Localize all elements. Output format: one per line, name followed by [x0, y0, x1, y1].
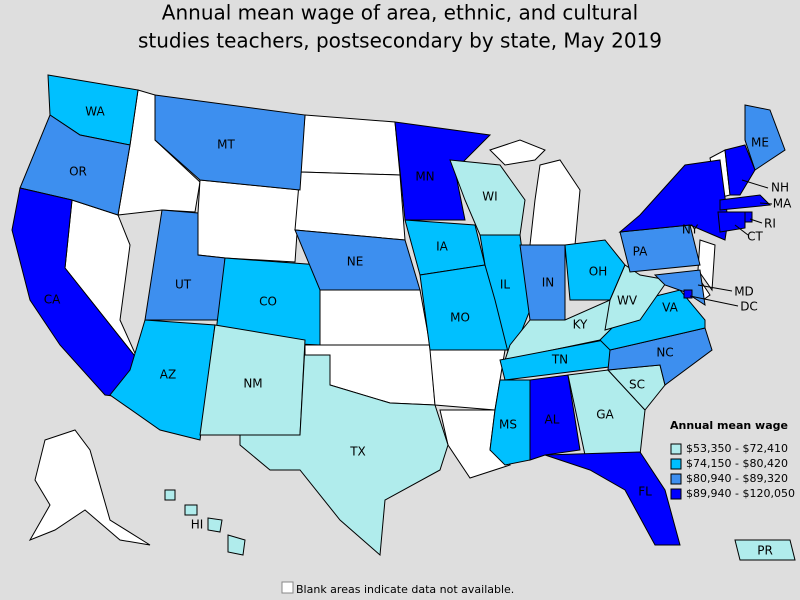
- state-blank: [319, 289, 431, 346]
- label-pointer: [734, 224, 749, 236]
- legend-title: Annual mean wage: [670, 419, 788, 432]
- state: [154, 94, 306, 191]
- state-label: CT: [747, 230, 763, 244]
- state-label: CO: [259, 295, 277, 309]
- state-label: NY: [682, 223, 699, 237]
- state-blank: [294, 171, 406, 241]
- state-label: TN: [551, 353, 568, 367]
- state-label: ME: [751, 136, 769, 150]
- state-label: NE: [347, 255, 364, 269]
- state-label: CA: [44, 293, 61, 307]
- state: [227, 534, 246, 556]
- state-blank: [197, 179, 301, 263]
- label-pointer: [689, 295, 739, 307]
- legend-label: $74,150 - $80,420: [686, 457, 788, 470]
- states: WA OR CA MT UT CO AZ NM TX MN NE IA MO WI IL IN OH KY TN MS…: [11, 74, 796, 561]
- state: [683, 289, 693, 299]
- state: [734, 539, 796, 561]
- state-blank: [28, 429, 151, 546]
- state: [214, 257, 321, 346]
- state: [724, 144, 756, 196]
- state-label: PA: [633, 245, 648, 259]
- state-label: AL: [545, 413, 560, 427]
- state-label: HI: [191, 518, 204, 532]
- title-line: studies teachers, postsecondary by state…: [138, 29, 662, 53]
- footnote: Blank areas indicate data not available.: [296, 583, 514, 596]
- state-label: AZ: [160, 368, 176, 382]
- state: [567, 369, 646, 456]
- legend-swatch: [670, 458, 682, 470]
- legend-swatch: [670, 473, 682, 485]
- state-label: TX: [349, 445, 366, 459]
- state-label: FL: [638, 485, 652, 499]
- state: [529, 374, 581, 461]
- state-label: MO: [450, 311, 470, 325]
- state: [744, 211, 753, 223]
- state-label: OH: [589, 265, 607, 279]
- legend-swatch: [670, 443, 682, 455]
- legend: Annual mean wage $53,350 - $72,410 $74,15…: [670, 419, 795, 500]
- state-label: VA: [662, 301, 678, 315]
- state-label: MS: [499, 418, 517, 432]
- state-blank: [429, 349, 506, 411]
- state-label: MN: [415, 170, 434, 184]
- state-label: WA: [85, 105, 105, 119]
- label-pointer: [741, 179, 769, 189]
- state-label: DC: [740, 300, 758, 314]
- state: [239, 344, 449, 557]
- legend-label: $53,350 - $72,410: [686, 442, 788, 455]
- state-label: OR: [69, 165, 87, 179]
- legend-swatch: [670, 488, 682, 500]
- state-label: IL: [500, 278, 511, 292]
- state: [164, 489, 176, 501]
- state: [184, 504, 198, 516]
- state-label: WI: [482, 190, 497, 204]
- label-pointer: [697, 284, 733, 292]
- state-label: NC: [656, 346, 673, 360]
- state-label: MD: [734, 285, 754, 299]
- state-label: UT: [175, 278, 192, 292]
- state: [394, 121, 492, 221]
- state: [207, 517, 223, 533]
- state: [294, 229, 421, 291]
- label-pointer: [749, 218, 763, 224]
- state-label: MT: [217, 138, 235, 152]
- state-label: SC: [629, 378, 645, 392]
- state-label: NH: [771, 181, 789, 195]
- state-blank: [299, 114, 401, 176]
- legend-label: $89,940 - $120,050: [686, 487, 795, 500]
- state: [544, 451, 681, 546]
- state-label: RI: [764, 217, 776, 231]
- state-label: IA: [436, 240, 449, 254]
- label-pointer: [759, 202, 773, 205]
- legend-label: $80,940 - $89,320: [686, 472, 788, 485]
- state-label: IN: [542, 276, 555, 290]
- state-label: PR: [757, 544, 773, 558]
- blank-swatch: [281, 581, 294, 594]
- state-label: GA: [596, 408, 614, 422]
- state-label: KY: [573, 318, 588, 332]
- state: [719, 194, 772, 211]
- state-blank: [489, 139, 546, 166]
- state-label: WV: [617, 294, 638, 308]
- title-line: Annual mean wage of area, ethnic, and cu…: [162, 1, 638, 25]
- state: [744, 104, 786, 171]
- state-label: NM: [243, 377, 262, 391]
- state-label: MA: [773, 197, 792, 211]
